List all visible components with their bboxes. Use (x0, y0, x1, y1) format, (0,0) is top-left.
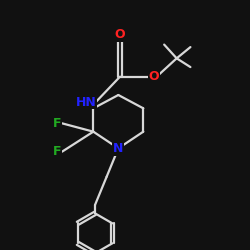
Text: N: N (113, 142, 124, 155)
Text: O: O (149, 70, 160, 83)
Text: F: F (53, 145, 61, 158)
Text: F: F (53, 117, 61, 130)
Text: O: O (115, 28, 125, 41)
Text: HN: HN (76, 96, 96, 108)
